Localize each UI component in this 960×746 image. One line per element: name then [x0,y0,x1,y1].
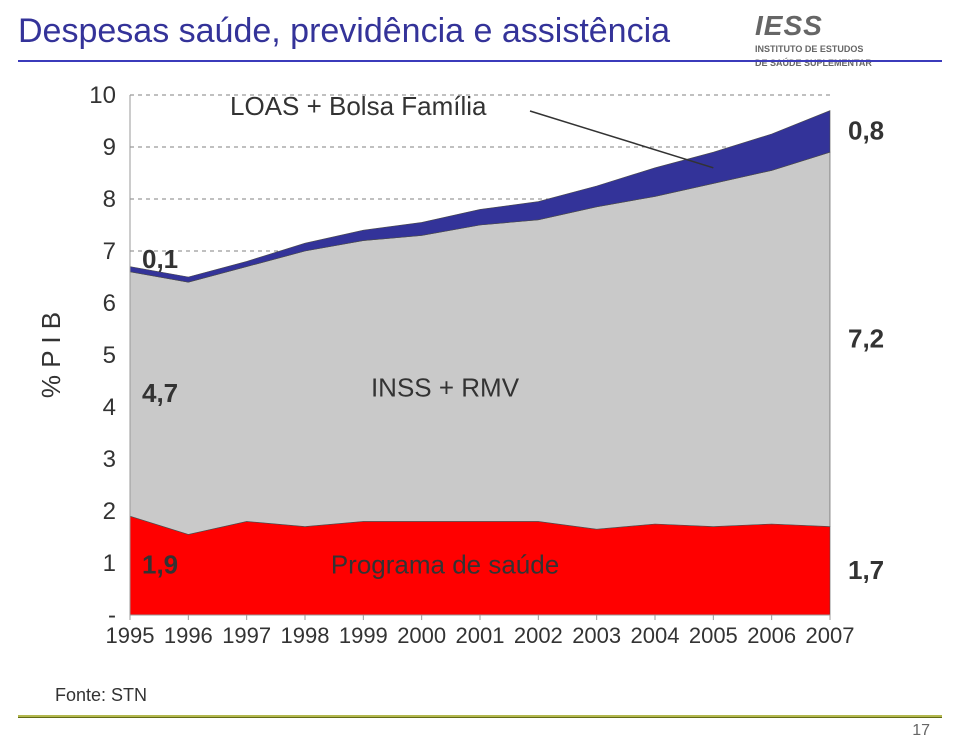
svg-text:1,9: 1,9 [142,550,178,580]
svg-text:5: 5 [103,342,116,369]
svg-text:2006: 2006 [747,623,796,648]
svg-text:2001: 2001 [456,623,505,648]
svg-text:4,7: 4,7 [142,378,178,408]
svg-text:1997: 1997 [222,623,271,648]
svg-text:% P I B: % P I B [36,312,66,398]
svg-text:2: 2 [103,498,116,525]
svg-text:1998: 1998 [281,623,330,648]
svg-text:8: 8 [103,186,116,213]
svg-text:2003: 2003 [572,623,621,648]
svg-text:7,2: 7,2 [848,323,884,353]
svg-text:2007: 2007 [806,623,855,648]
svg-text:1995: 1995 [106,623,155,648]
svg-text:3: 3 [103,446,116,473]
svg-text:Programa de saúde: Programa de saúde [331,549,559,579]
svg-text:10: 10 [89,82,116,109]
svg-text:2000: 2000 [397,623,446,648]
stacked-area-chart: -12345678910% P I B199519961997199819992… [30,80,930,670]
page-number: 17 [912,722,930,740]
svg-text:4: 4 [103,394,116,421]
svg-text:6: 6 [103,290,116,317]
page-title: Despesas saúde, previdência e assistênci… [18,12,670,51]
svg-text:2005: 2005 [689,623,738,648]
svg-text:1996: 1996 [164,623,213,648]
source-label: Fonte: STN [55,685,147,706]
svg-text:2004: 2004 [631,623,680,648]
svg-text:2002: 2002 [514,623,563,648]
svg-text:1,7: 1,7 [848,555,884,585]
svg-text:0,1: 0,1 [142,244,178,274]
svg-text:9: 9 [103,134,116,161]
svg-text:7: 7 [103,238,116,265]
svg-text:INSS + RMV: INSS + RMV [371,373,520,403]
svg-text:1: 1 [103,550,116,577]
logo-subtitle-1: INSTITUTO DE ESTUDOS [755,45,935,54]
footer-rule [18,715,942,718]
iess-logo: IESS INSTITUTO DE ESTUDOS DE SAÚDE SUPLE… [755,12,935,62]
title-underline [18,60,942,62]
logo-acronym: IESS [755,12,935,40]
svg-text:0,8: 0,8 [848,115,884,145]
svg-text:LOAS + Bolsa Família: LOAS + Bolsa Família [230,91,487,121]
svg-text:1999: 1999 [339,623,388,648]
